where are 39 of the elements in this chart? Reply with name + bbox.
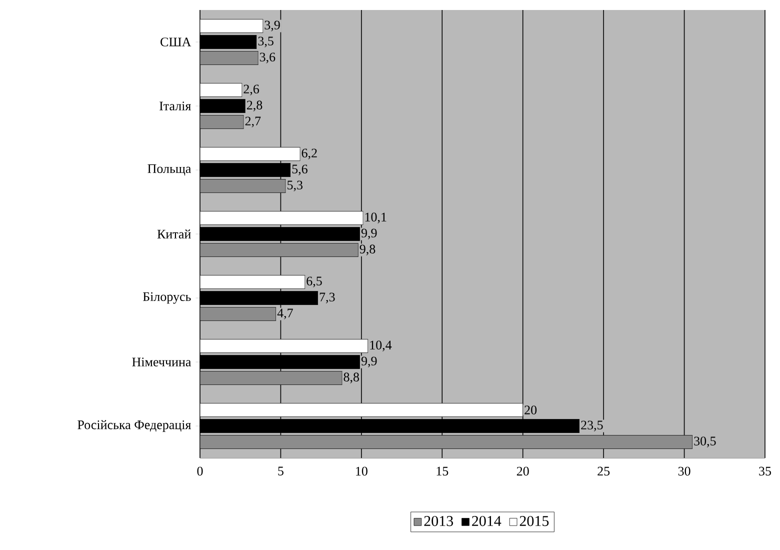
- y-tick-label: Білорусь: [142, 292, 191, 304]
- data-label: 6,2: [302, 148, 317, 160]
- y-tick-label: США: [160, 38, 192, 46]
- y-tick-label: Італія: [160, 102, 191, 110]
- data-label: 2,8: [246, 100, 262, 112]
- y-tick-label: Китай: [157, 229, 191, 239]
- data-label: 30,5: [694, 436, 716, 448]
- data-label: 9,9: [361, 356, 377, 368]
- legend-label: 2013: [424, 516, 454, 526]
- data-label: 20: [524, 406, 537, 414]
- data-label: 10,1: [365, 212, 386, 224]
- data-label: 3,5: [258, 36, 274, 48]
- x-tick-label: 35: [759, 466, 771, 476]
- legend-label: 2015: [520, 516, 549, 526]
- x-tick-label: 0: [197, 466, 203, 476]
- data-label: 3,6: [260, 52, 276, 64]
- data-label: 3,9: [264, 20, 280, 32]
- data-label: 2,7: [245, 116, 261, 128]
- x-tick-label: 5: [278, 466, 284, 476]
- x-tick-label: 20: [516, 466, 529, 476]
- data-label: 7,3: [320, 292, 335, 304]
- x-tick-label: 30: [678, 466, 690, 476]
- y-tick-label: Німеччина: [132, 358, 192, 366]
- data-label: 5,3: [288, 180, 302, 192]
- y-tick-label: Польща: [148, 164, 192, 176]
- data-label: 9,9: [361, 228, 377, 240]
- data-label: 10,4: [370, 340, 392, 352]
- legend-label: 2014: [472, 516, 502, 526]
- x-tick-label: 10: [356, 466, 368, 476]
- data-label: 6,5: [306, 276, 322, 288]
- data-label: 2,6: [244, 84, 260, 96]
- data-label: 4,7: [277, 308, 293, 320]
- x-tick-label: 15: [436, 466, 448, 476]
- data-label: 8,8: [344, 372, 360, 384]
- data-label: 5,6: [292, 164, 308, 176]
- y-tick-label: Російська Федерація: [78, 420, 191, 432]
- data-label: 23,5: [581, 420, 603, 432]
- data-label: 9,8: [360, 244, 376, 256]
- x-tick-label: 25: [598, 466, 610, 476]
